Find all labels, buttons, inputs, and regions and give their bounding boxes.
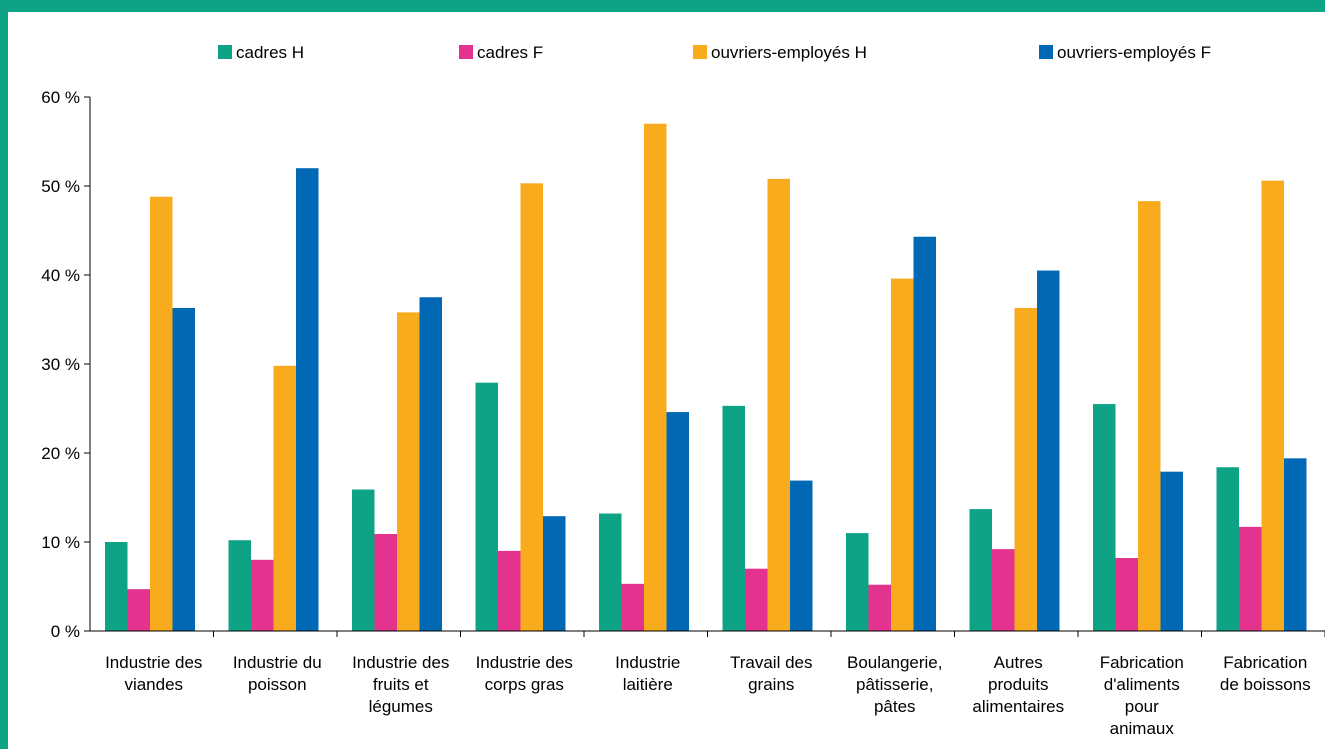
bars — [105, 123, 1307, 632]
legend-label: cadres H — [236, 43, 304, 62]
bar-cadres-f-8 — [1115, 558, 1138, 631]
legend-swatch — [1039, 45, 1053, 59]
category-label: Industrie des corps gras — [476, 653, 573, 694]
y-tick-label: 10 % — [41, 533, 80, 552]
y-axis-labels: 0 % 10 % 20 % 30 % 40 % 50 % 60 % — [41, 88, 80, 641]
bar-cadres-h-8 — [1093, 404, 1116, 631]
bar-ouvriers-employ-s-h-2 — [397, 312, 420, 631]
bar-cadres-h-9 — [1216, 467, 1239, 631]
category-label: Fabrication de boissons — [1220, 653, 1311, 694]
bar-ouvriers-employ-s-f-8 — [1160, 471, 1183, 631]
x-axis-labels: Industrie des viandes Industrie du poisson I… — [105, 653, 1311, 738]
bar-cadres-h-3 — [475, 382, 498, 631]
bar-ouvriers-employ-s-f-0 — [172, 307, 195, 631]
legend-label: ouvriers-employés H — [711, 43, 867, 62]
bar-cadres-f-1 — [251, 559, 274, 631]
y-tick-label: 0 % — [51, 622, 80, 641]
bar-cadres-h-1 — [228, 540, 251, 631]
bar-ouvriers-employ-s-h-5 — [767, 178, 790, 631]
legend: cadres H cadres F ouvriers-employés H ouvri… — [218, 43, 1211, 62]
bar-cadres-f-6 — [868, 584, 891, 631]
bar-cadres-f-5 — [745, 568, 768, 631]
bar-cadres-h-7 — [969, 509, 992, 631]
bar-ouvriers-employ-s-f-5 — [790, 480, 813, 631]
y-tick-label: 50 % — [41, 177, 80, 196]
bar-ouvriers-employ-s-h-9 — [1261, 180, 1284, 631]
bar-ouvriers-employ-s-f-9 — [1284, 458, 1307, 631]
y-tick-label: 30 % — [41, 355, 80, 374]
bar-cadres-h-2 — [352, 489, 375, 631]
bar-cadres-h-6 — [846, 533, 869, 631]
bar-ouvriers-employ-s-h-8 — [1138, 201, 1161, 631]
bar-cadres-h-0 — [105, 542, 128, 631]
category-label: Fabrication d'aliments pour animaux — [1100, 653, 1184, 738]
bar-ouvriers-employ-s-h-1 — [273, 365, 296, 631]
axes — [84, 96, 1325, 637]
bar-cadres-f-3 — [498, 550, 521, 631]
category-label: Boulangerie, pâtisserie, pâtes — [847, 653, 942, 716]
bar-ouvriers-employ-s-f-3 — [543, 516, 566, 631]
y-tick-label: 20 % — [41, 444, 80, 463]
bar-ouvriers-employ-s-h-3 — [520, 183, 543, 631]
category-label: Industrie laitière — [615, 653, 680, 694]
category-label: Travail des grains — [730, 653, 813, 694]
frame-inner-line — [8, 12, 1325, 14]
bar-cadres-f-0 — [127, 589, 150, 631]
category-label: Industrie des viandes — [105, 653, 202, 694]
bar-ouvriers-employ-s-f-6 — [913, 236, 936, 632]
bar-ouvriers-employ-s-h-0 — [150, 196, 173, 631]
category-label: Industrie du poisson — [233, 653, 322, 694]
legend-swatch — [693, 45, 707, 59]
legend-swatch — [459, 45, 473, 59]
bar-cadres-h-4 — [599, 513, 622, 631]
bar-ouvriers-employ-s-h-4 — [644, 123, 667, 631]
bar-ouvriers-employ-s-f-2 — [419, 297, 442, 631]
bar-ouvriers-employ-s-h-7 — [1014, 307, 1037, 631]
bar-cadres-f-4 — [621, 583, 644, 631]
y-tick-label: 60 % — [41, 88, 80, 107]
bar-cadres-f-9 — [1239, 526, 1262, 631]
bar-ouvriers-employ-s-f-1 — [296, 168, 319, 631]
legend-label: cadres F — [477, 43, 543, 62]
bar-ouvriers-employ-s-f-4 — [666, 412, 689, 631]
category-label: Autres produits alimentaires — [972, 653, 1064, 716]
y-tick-label: 40 % — [41, 266, 80, 285]
category-label: Industrie des fruits et légumes — [352, 653, 449, 716]
bar-ouvriers-employ-s-h-6 — [891, 278, 914, 631]
bar-cadres-f-7 — [992, 549, 1015, 631]
legend-swatch — [218, 45, 232, 59]
bar-ouvriers-employ-s-f-7 — [1037, 270, 1060, 631]
bar-cadres-h-5 — [722, 405, 745, 631]
bar-cadres-f-2 — [374, 533, 397, 631]
legend-label: ouvriers-employés F — [1057, 43, 1211, 62]
